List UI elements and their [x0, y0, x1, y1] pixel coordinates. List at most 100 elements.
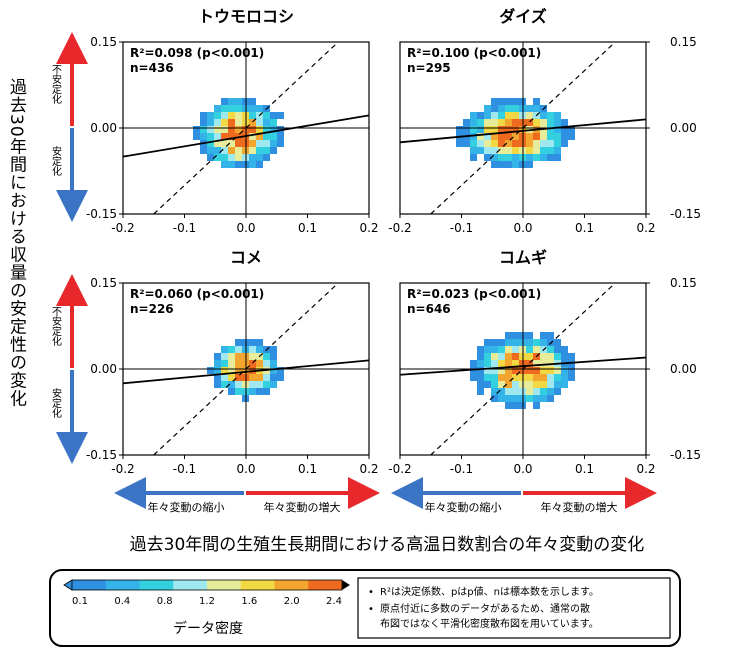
- x-tick-label: 0.2: [359, 462, 378, 476]
- y-tick-label: 0.00: [670, 121, 697, 135]
- density-cell: [491, 374, 498, 381]
- density-cell: [526, 105, 533, 112]
- density-cell: [533, 119, 540, 126]
- density-cell: [207, 112, 214, 119]
- density-cell: [193, 133, 200, 140]
- density-cell: [533, 395, 540, 402]
- regression-line: [122, 114, 370, 158]
- density-cell: [505, 119, 512, 126]
- stable-label: 安定化: [50, 145, 62, 176]
- x-tick-label: 0.0: [236, 462, 255, 476]
- density-cell: [456, 140, 463, 147]
- right-variability-arrows: 年々変動の縮小 年々変動の増大: [391, 477, 657, 514]
- density-cell: [228, 374, 235, 381]
- density-cell: [484, 119, 491, 126]
- unstable-label: 不安定化: [50, 306, 62, 346]
- density-cell: [221, 119, 228, 126]
- density-cell: [235, 140, 242, 147]
- density-cell: [221, 154, 228, 161]
- density-cell: [498, 367, 505, 374]
- density-cell: [526, 154, 533, 161]
- density-cell: [477, 388, 484, 395]
- density-cells: [470, 332, 575, 409]
- density-cell: [235, 147, 242, 154]
- density-cell: [207, 126, 214, 133]
- density-cell: [526, 395, 533, 402]
- density-cell: [512, 381, 519, 388]
- density-cell: [498, 395, 505, 402]
- density-cell: [554, 346, 561, 353]
- density-cell: [547, 147, 554, 154]
- density-cell: [484, 353, 491, 360]
- density-cell: [498, 381, 505, 388]
- density-cell: [256, 381, 263, 388]
- density-cell: [270, 133, 277, 140]
- density-cell: [214, 133, 221, 140]
- density-cell: [228, 381, 235, 388]
- density-cell: [256, 105, 263, 112]
- density-cell: [554, 133, 561, 140]
- density-cell: [491, 339, 498, 346]
- colorbar-tick-label: 1.6: [241, 596, 257, 607]
- density-cell: [568, 133, 575, 140]
- density-cell: [505, 147, 512, 154]
- density-cell: [561, 374, 568, 381]
- density-cell: [207, 133, 214, 140]
- density-cell: [505, 367, 512, 374]
- density-cell: [547, 346, 554, 353]
- density-cell: [249, 339, 256, 346]
- one-to-one-line: [430, 41, 616, 215]
- colorbar-max-arrow: [342, 580, 350, 590]
- density-cell: [526, 112, 533, 119]
- colorbar-tick-label: 2.4: [326, 596, 342, 607]
- density-cell: [491, 346, 498, 353]
- density-cell: [484, 147, 491, 154]
- x-tick-label: 0.1: [575, 221, 594, 235]
- density-cell: [540, 367, 547, 374]
- density-cell: [561, 367, 568, 374]
- colorbar: 0.1 0.4 0.8 1.2 1.6 2.0 2.4: [63, 579, 350, 607]
- density-cell: [512, 140, 519, 147]
- density-cell: [512, 395, 519, 402]
- density-cell: [491, 367, 498, 374]
- density-cell: [221, 353, 228, 360]
- density-cell: [470, 367, 477, 374]
- density-cell: [526, 360, 533, 367]
- left-variability-arrows: 年々変動の縮小 年々変動の増大: [114, 477, 380, 514]
- density-cell: [547, 374, 554, 381]
- density-cell: [498, 388, 505, 395]
- density-cell: [526, 332, 533, 339]
- colorbar-tick-label: 0.8: [157, 596, 173, 607]
- density-cell: [477, 367, 484, 374]
- n-label: n=295: [407, 61, 451, 75]
- density-cell: [568, 374, 575, 381]
- density-cell: [526, 353, 533, 360]
- density-cell: [249, 105, 256, 112]
- y-tick-label: 0.00: [90, 362, 117, 376]
- density-cell: [214, 367, 221, 374]
- density-cell: [228, 367, 235, 374]
- density-cell: [498, 126, 505, 133]
- density-cell: [235, 374, 242, 381]
- density-cell: [540, 339, 547, 346]
- density-cell: [235, 112, 242, 119]
- density-cell: [491, 154, 498, 161]
- colorbar-segment: [173, 580, 208, 590]
- notes-box: [357, 577, 671, 639]
- density-cell: [505, 402, 512, 409]
- density-cell: [214, 147, 221, 154]
- x-tick-label: -0.2: [388, 462, 411, 476]
- density-cell: [249, 360, 256, 367]
- one-to-one-line: [430, 282, 616, 456]
- scatter-panel-1: -0.2 -0.1 0.0 0.1 0.2 0.15 0.00 -0.15 トウモロコシ R²=0…: [86, 7, 379, 235]
- density-cell: [277, 367, 284, 374]
- density-cell: [249, 133, 256, 140]
- density-cell: [540, 119, 547, 126]
- legend-box: 0.1 0.4 0.8 1.2 1.6 2.0 2.4 データ密度 • R²は決定係数、pは…: [49, 569, 681, 647]
- n-label: n=226: [130, 302, 174, 316]
- density-cell: [221, 360, 228, 367]
- density-cell: [477, 381, 484, 388]
- colorbar-title: データ密度: [173, 620, 243, 637]
- density-cell: [228, 133, 235, 140]
- density-cell: [207, 119, 214, 126]
